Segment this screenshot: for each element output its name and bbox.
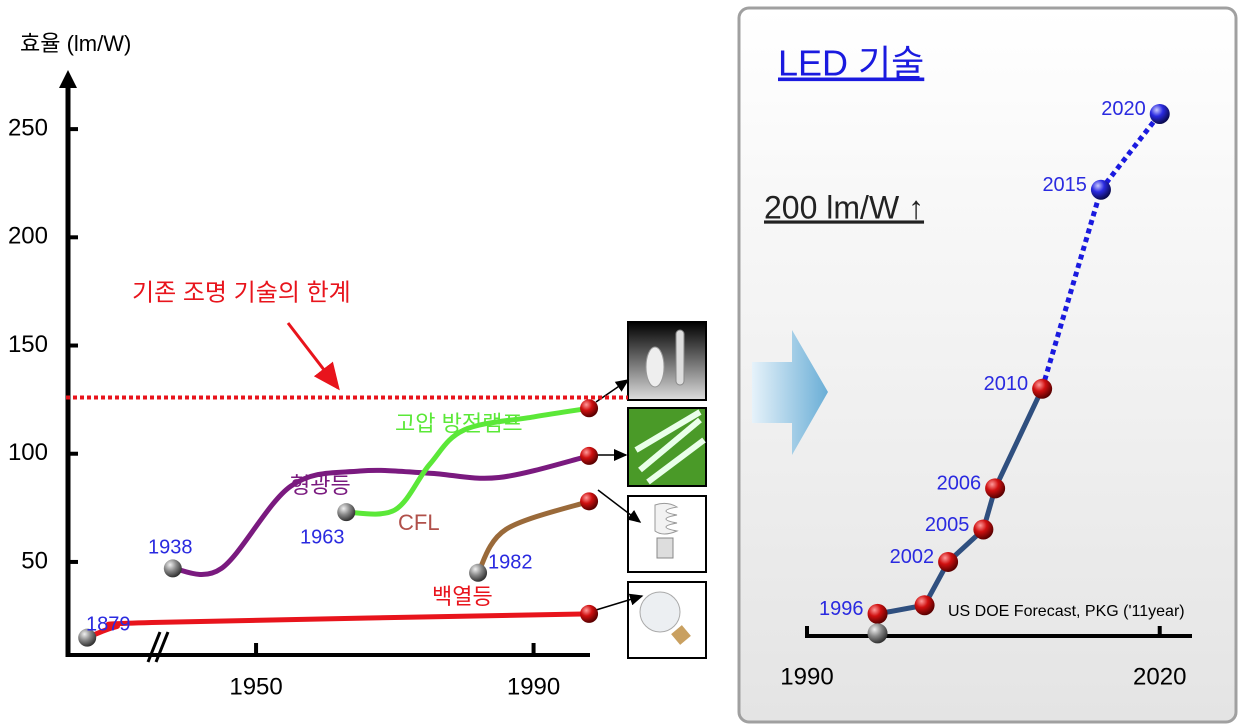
y-axis-arrow [59,70,77,88]
series-label: 백열등 [432,584,493,609]
annotation: 200 lm/W ↑ [764,189,924,225]
point-label: 2015 [1042,174,1087,196]
y-tick-label: 100 [8,439,48,466]
cfl-spiral [654,502,679,535]
point [469,563,488,582]
transition-arrow [752,330,828,455]
panel [737,6,1238,724]
series-line [170,453,592,577]
y-tick-label: 250 [8,114,48,141]
start-year: 1938 [148,536,193,558]
point [580,604,599,623]
y-axis-title: 효율 (lm/W) [20,31,131,56]
point [580,492,599,511]
source-note: US DOE Forecast, PKG ('11year) [948,603,1185,620]
series-line [343,405,592,517]
pointer [597,489,642,523]
point [337,503,356,522]
point [985,478,1006,499]
hid-lamp-image [627,321,707,401]
point-label: 2020 [1101,98,1146,120]
limit-pointer [286,322,340,391]
point [78,628,97,647]
tube [638,417,702,473]
series-label: CFL [398,510,440,535]
bulb [639,591,681,633]
y-tick-label: 200 [8,223,48,250]
bulb-base [671,625,691,645]
series-label: 고압 방전램프 [395,411,523,436]
cfl-base [656,537,674,559]
point-label: 2006 [937,473,982,495]
tube [646,437,706,485]
point [867,623,888,644]
point-label: 2010 [984,373,1029,395]
break-mark [146,631,162,663]
point [1090,179,1111,200]
point-label: 2005 [925,514,970,536]
tube [634,409,702,453]
pointer [595,593,644,611]
limit-label: 기존 조명 기술의 한계 [132,279,351,306]
point [163,559,182,578]
axis-break [146,631,170,663]
point [867,603,888,624]
x-tick-label: 1950 [229,673,282,700]
point-label: 2002 [890,546,935,568]
x-tick-label: 2020 [1133,663,1186,690]
y-tick-label: 50 [21,547,48,574]
start-year: 1982 [488,551,533,573]
start-year: 1963 [300,526,345,548]
hid-bulb [675,329,685,386]
start-year: 1879 [86,613,131,635]
chart-title: LED 기술 [778,43,924,84]
point-label: 1996 [819,598,864,620]
hid-bulb [645,346,665,388]
x-tick-label: 1990 [780,663,833,690]
lamp-images [627,321,707,659]
x-tick-label: 1990 [507,673,560,700]
point [580,399,599,418]
break-mark [154,631,170,663]
series-line [475,498,592,576]
point [1149,103,1170,124]
point [938,551,959,572]
series-label: 형광등 [290,473,351,498]
point [914,595,935,616]
series-line [84,611,592,641]
point [580,446,599,465]
point [1032,378,1053,399]
point [973,519,994,540]
y-tick-label: 150 [8,331,48,358]
